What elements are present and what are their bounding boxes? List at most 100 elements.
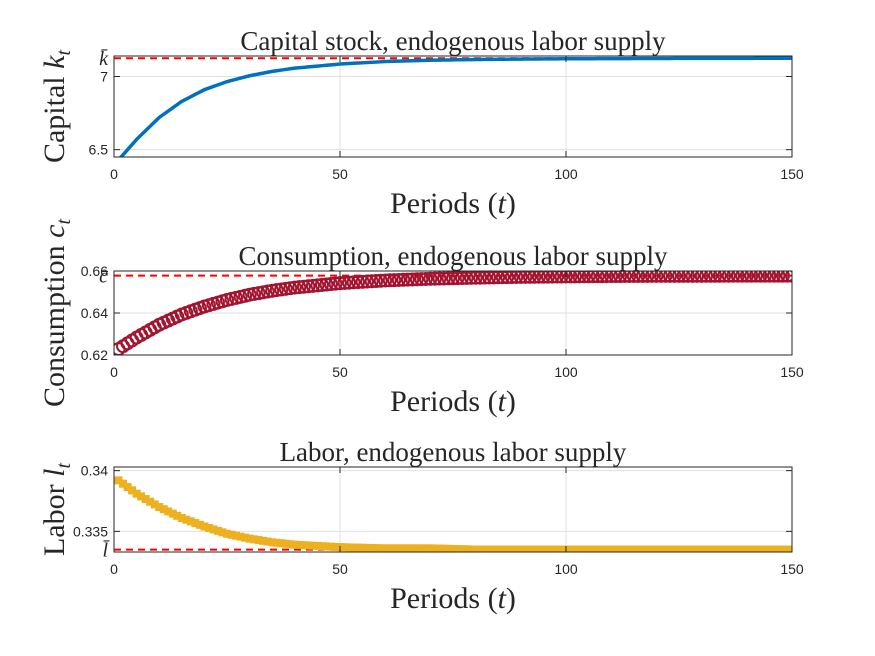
x-tick-label: 150	[780, 364, 804, 380]
data-point	[342, 275, 357, 290]
data-point	[703, 271, 718, 283]
data-point	[563, 271, 578, 284]
data-point	[748, 271, 763, 283]
data-point	[382, 273, 397, 288]
data-point	[681, 271, 696, 283]
data-point	[739, 271, 754, 283]
data-point	[333, 276, 347, 291]
x-tick-label: 150	[780, 561, 804, 577]
data-point	[545, 271, 560, 284]
data-point	[744, 271, 759, 283]
data-point	[730, 271, 745, 283]
x-tick-label: 100	[554, 561, 578, 577]
data-point	[762, 271, 777, 283]
x-tick-label: 100	[554, 364, 578, 380]
data-point	[405, 272, 420, 287]
data-point	[423, 271, 438, 286]
data-point	[540, 271, 555, 284]
data-point	[785, 271, 792, 283]
data-point	[595, 271, 610, 284]
x-tick-label: 50	[332, 166, 348, 182]
data-point	[631, 271, 646, 283]
data-point	[613, 271, 628, 283]
data-point	[721, 271, 736, 283]
data-point	[323, 277, 338, 292]
data-point	[672, 271, 686, 283]
data-point	[667, 271, 682, 283]
data-point	[640, 271, 655, 283]
data-point	[436, 271, 451, 286]
data-point	[694, 271, 709, 283]
x-tick-label: 50	[332, 561, 348, 577]
data-point	[757, 271, 772, 283]
x-tick-label: 0	[110, 364, 118, 380]
plot-area	[114, 467, 792, 552]
y-axis-label: Labor lt	[38, 463, 75, 556]
data-point	[351, 275, 366, 290]
data-point	[360, 274, 375, 289]
x-tick-label: 0	[110, 561, 118, 577]
data-point	[391, 272, 406, 287]
data-point	[685, 271, 700, 283]
x-tick-label: 50	[332, 364, 348, 380]
data-point	[509, 271, 524, 284]
data-point	[464, 271, 479, 285]
data-point	[690, 271, 705, 283]
data-point	[387, 273, 402, 288]
x-tick-label: 0	[110, 166, 118, 182]
axes-box	[113, 466, 793, 553]
data-point	[644, 271, 659, 283]
data-point	[355, 274, 370, 289]
x-tick-label: 150	[780, 166, 804, 182]
data-point	[396, 272, 411, 287]
y-tick-label: 0.66	[81, 263, 108, 279]
data-point	[287, 280, 302, 295]
data-point	[450, 271, 465, 286]
y-tick-label: 0.335	[73, 523, 108, 539]
x-axis-label: Periods (t)	[390, 385, 516, 418]
data-point	[577, 271, 592, 284]
data-point	[310, 278, 325, 293]
data-point	[708, 271, 723, 283]
steady-state-label: l̄	[102, 540, 109, 562]
data-point	[269, 283, 284, 298]
y-axis-label: Capital kt	[38, 50, 75, 163]
data-point	[446, 271, 460, 286]
data-point	[712, 271, 727, 283]
series-line	[118, 56, 792, 157]
data-point	[292, 280, 307, 295]
data-point	[477, 271, 492, 285]
data-point	[265, 283, 280, 298]
data-point	[455, 271, 470, 286]
data-point	[549, 271, 564, 284]
data-point	[608, 271, 623, 284]
data-point	[653, 271, 668, 283]
y-tick-label: 0.34	[81, 463, 108, 479]
data-point	[364, 274, 379, 289]
data-point	[771, 271, 786, 283]
data-point	[400, 272, 415, 287]
plot-area	[114, 56, 792, 157]
data-point	[346, 275, 361, 290]
chart-title: Consumption, endogenous labor supply	[239, 241, 668, 271]
data-point	[468, 271, 483, 285]
data-point	[788, 545, 792, 552]
data-point	[662, 271, 677, 283]
data-point	[373, 273, 388, 288]
data-point	[427, 271, 442, 286]
data-point	[572, 271, 587, 284]
data-point	[554, 271, 569, 284]
data-point	[581, 271, 596, 284]
y-tick-label: 7	[100, 68, 108, 84]
x-axis-label: Periods (t)	[390, 187, 516, 220]
data-point	[626, 271, 641, 283]
y-tick-label: 0.62	[81, 347, 108, 363]
data-point	[296, 279, 311, 294]
data-point	[409, 272, 424, 287]
data-point	[717, 271, 732, 283]
data-point	[590, 271, 605, 284]
data-point	[559, 271, 573, 284]
axes-box	[113, 55, 793, 158]
chart-panel-2: 0 50 100 150 0.62 0.64 0.66c̄ Consumption, endo…	[38, 219, 804, 418]
